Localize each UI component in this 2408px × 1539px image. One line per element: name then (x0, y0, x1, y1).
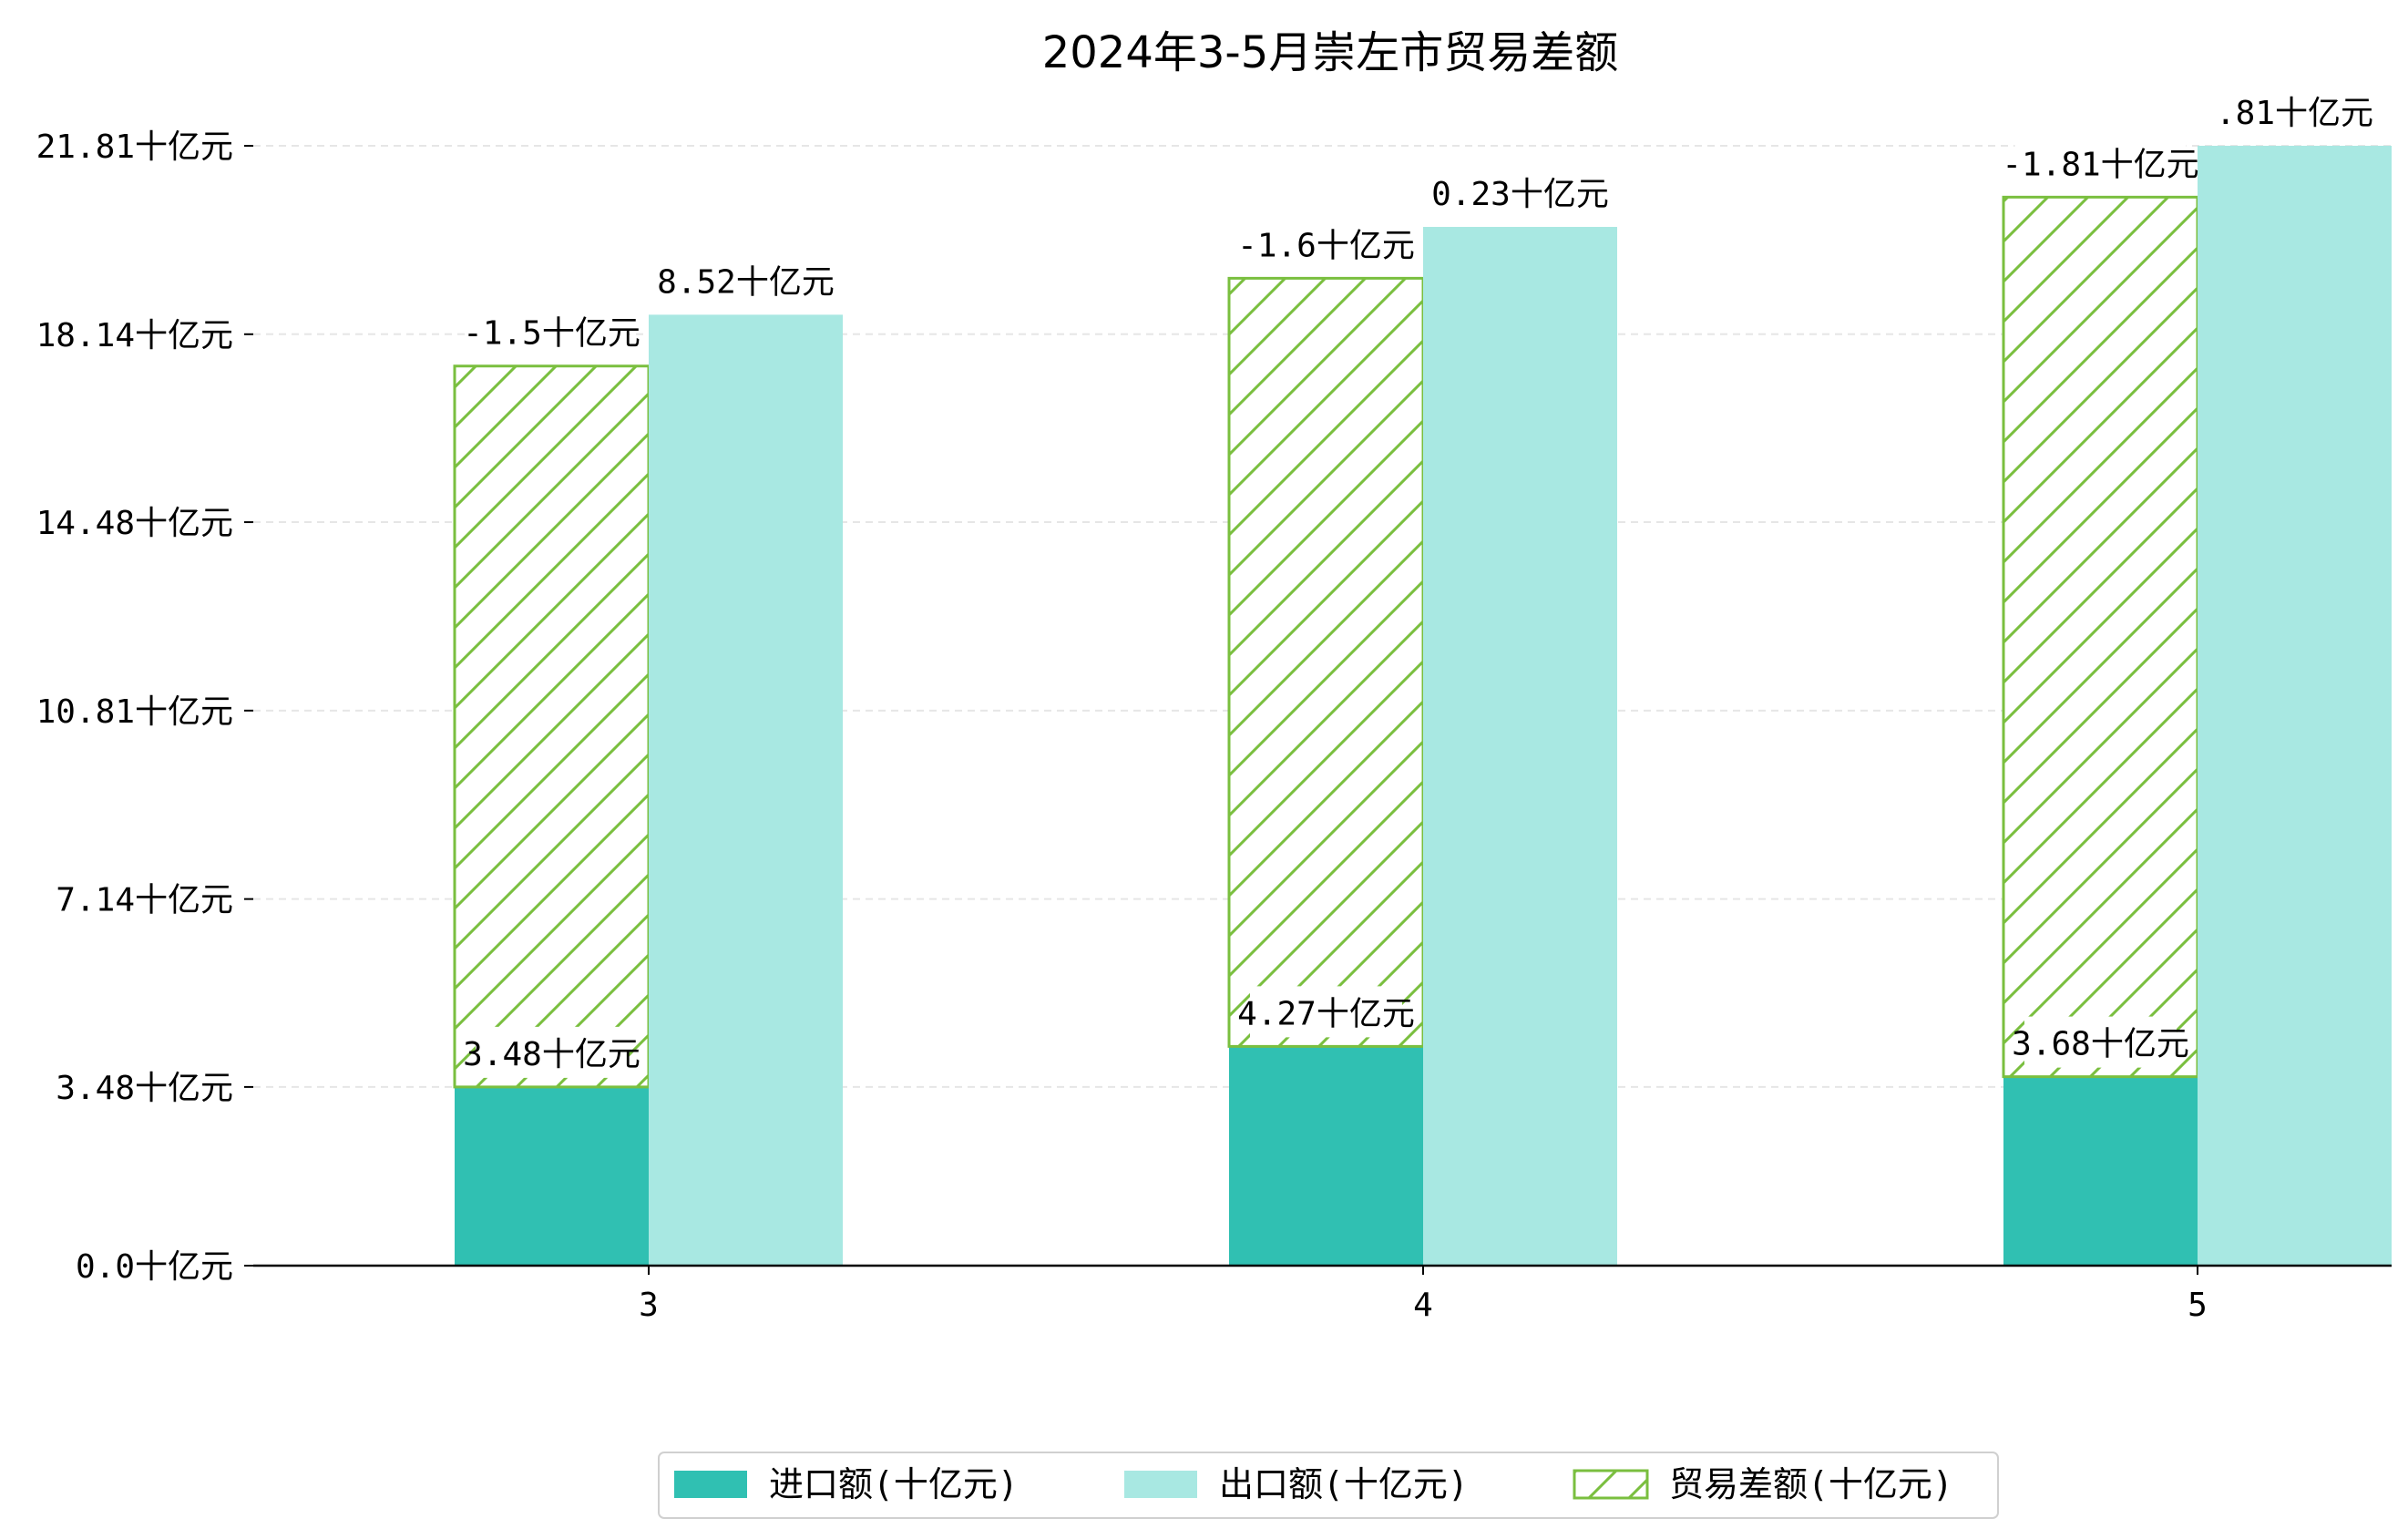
y-tick-label: 0.0十亿元 (76, 1248, 233, 1286)
export-label: .81十亿元 (2216, 95, 2373, 132)
balance-bar (2002, 195, 2199, 1079)
y-tick-label: 7.14十亿元 (56, 882, 233, 919)
export-label-bg (1444, 167, 1596, 219)
import-bar (2003, 1076, 2198, 1266)
import-label: 3.68十亿元 (2012, 1026, 2189, 1063)
y-tick-label: 18.14十亿元 (36, 317, 233, 354)
balance-label: -1.6十亿元 (1237, 227, 1415, 264)
import-label-bg (2024, 1016, 2177, 1068)
legend-swatch (1124, 1471, 1197, 1498)
balance-label: -1.81十亿元 (2002, 146, 2198, 183)
legend-swatch (1573, 1469, 1649, 1500)
export-label-bg (670, 254, 822, 306)
data-labels: 3.48十亿元 -1.5十亿元 8.52十亿元 4.27十亿元 -1.6十亿元 0.23十… (463, 86, 2373, 1078)
import-label: 4.27十亿元 (1237, 995, 1415, 1032)
export-label-bg (2228, 86, 2362, 137)
legend-swatch (674, 1471, 747, 1498)
import-bar (455, 1086, 649, 1266)
legend-label: 出口额(十亿元) (1219, 1464, 1469, 1504)
axes: 0.0十亿元 3.48十亿元 7.14十亿元 10.81十亿元 14.48十亿元 18.1… (36, 128, 2392, 1324)
x-tick-label: 3 (639, 1287, 659, 1324)
legend-label: 贸易差额(十亿元) (1669, 1464, 1953, 1504)
y-tick-label: 3.48十亿元 (56, 1070, 233, 1107)
legend: 进口额(十亿元) 出口额(十亿元) 贸易差额(十亿元) (658, 1452, 1999, 1519)
x-tick-label: 4 (1413, 1287, 1433, 1324)
y-tick-label: 10.81十亿元 (36, 693, 233, 731)
export-label: 8.52十亿元 (657, 263, 835, 301)
balance-label: -1.5十亿元 (463, 315, 640, 353)
import-label: 3.48十亿元 (463, 1036, 640, 1073)
balance-bar (453, 364, 651, 1089)
bars (453, 146, 2392, 1267)
x-tick-label: 5 (2188, 1287, 2208, 1324)
import-label-bg (476, 1026, 628, 1078)
balance-label-bg (2014, 137, 2187, 189)
chart-title: 2024年3-5月崇左市贸易差额 (1042, 27, 1619, 78)
import-label-bg (1250, 986, 1402, 1038)
export-bar (2198, 146, 2392, 1266)
export-bar (649, 314, 843, 1267)
y-tick-label: 14.48十亿元 (36, 505, 233, 542)
y-tick-label: 21.81十亿元 (36, 128, 233, 166)
balance-bar (1227, 276, 1425, 1048)
export-label: 0.23十亿元 (1431, 176, 1609, 213)
balance-label-bg (476, 305, 628, 357)
legend-box (658, 1452, 1999, 1519)
import-bar (1229, 1046, 1423, 1266)
export-bar (1423, 227, 1617, 1267)
balance-label-bg (1250, 218, 1402, 270)
legend-label: 进口额(十亿元) (769, 1464, 1019, 1504)
